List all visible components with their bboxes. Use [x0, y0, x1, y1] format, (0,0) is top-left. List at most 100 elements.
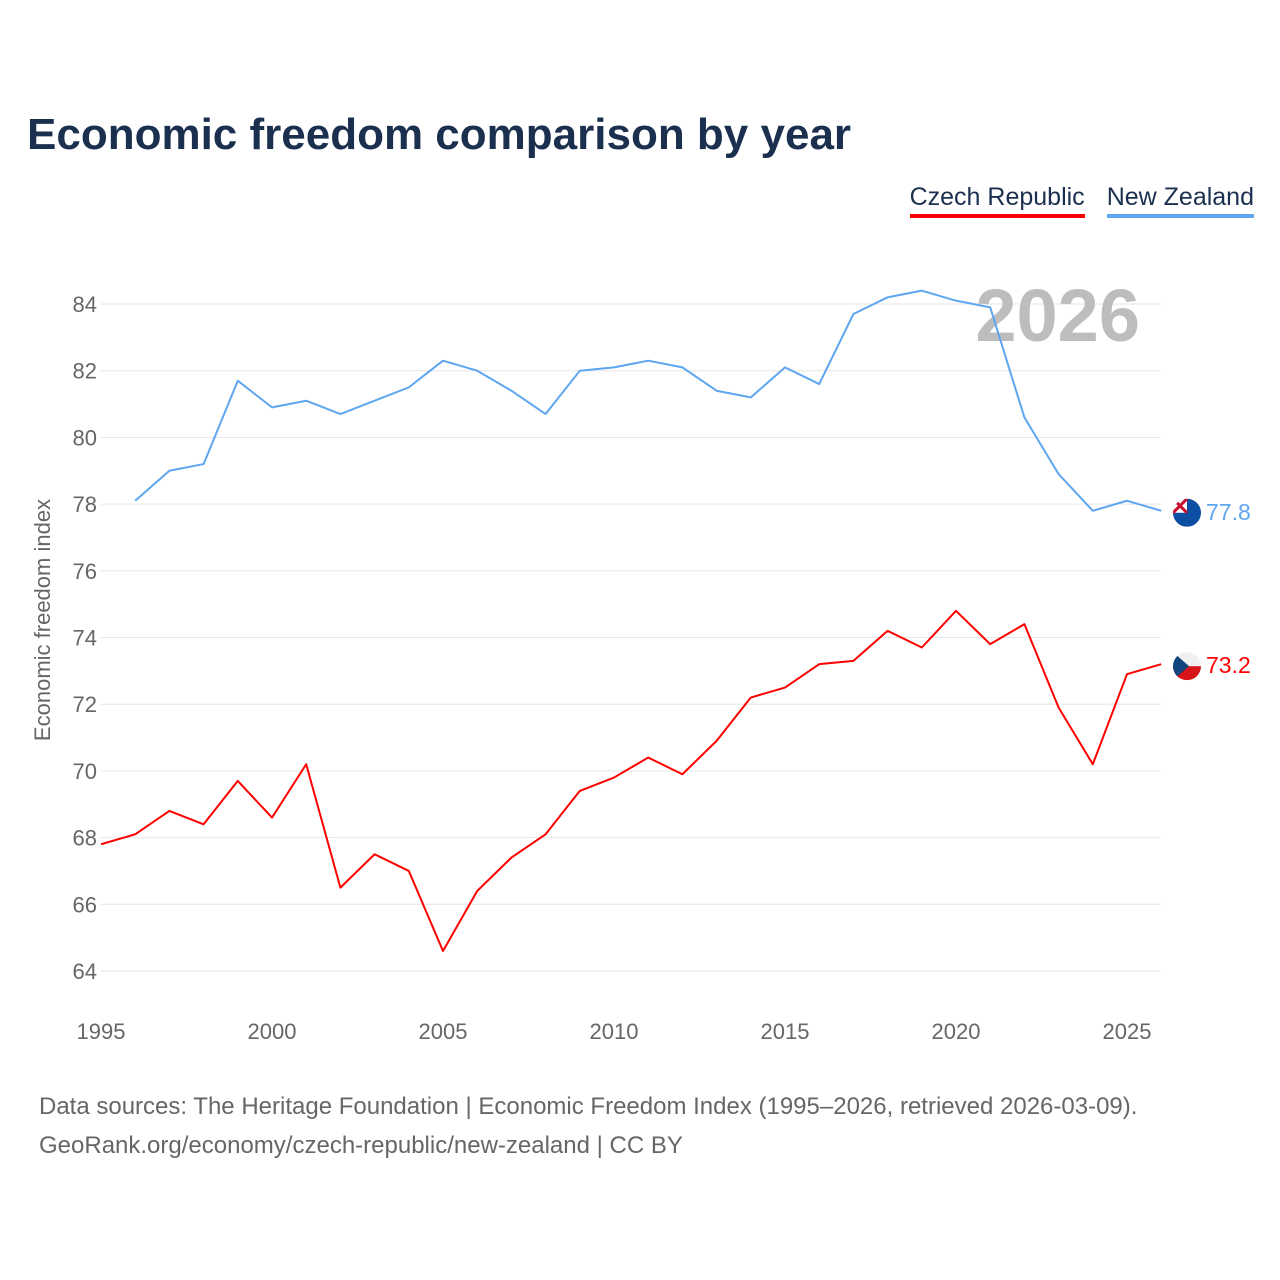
- data-point: [987, 641, 993, 647]
- data-point: [816, 661, 822, 667]
- chart-title: Economic freedom comparison by year: [27, 110, 852, 159]
- data-point: [782, 364, 788, 370]
- y-tick-label: 84: [73, 292, 97, 317]
- end-value-label: 73.2: [1206, 652, 1251, 678]
- data-point: [1090, 761, 1096, 767]
- end-value-label: 77.8: [1206, 499, 1251, 525]
- data-point: [201, 461, 207, 467]
- source-link[interactable]: GeoRank.org/economy/czech-republic/new-z…: [39, 1132, 683, 1159]
- data-point: [235, 378, 241, 384]
- new-zealand-flag-icon: [1173, 498, 1201, 527]
- data-point: [406, 868, 412, 874]
- data-point: [474, 888, 480, 894]
- data-point: [303, 761, 309, 767]
- x-tick-label: 2005: [419, 1019, 468, 1044]
- data-point: [577, 788, 583, 794]
- flag-body: [1173, 498, 1201, 527]
- data-point: [816, 381, 822, 387]
- x-tick-label: 2015: [761, 1019, 810, 1044]
- y-tick-label: 80: [73, 425, 97, 450]
- y-tick-label: 78: [73, 492, 97, 517]
- series-line-new-zealand: [134, 289, 1162, 512]
- y-tick-label: 68: [73, 826, 97, 851]
- data-point: [406, 384, 412, 390]
- x-tick-label: 2010: [590, 1019, 639, 1044]
- y-tick-label: 76: [73, 559, 97, 584]
- legend-item-new-zealand[interactable]: New Zealand: [1106, 183, 1254, 218]
- data-point: [714, 388, 720, 394]
- data-point: [98, 841, 104, 847]
- y-tick-label: 70: [73, 759, 97, 784]
- x-tick-label: 2000: [248, 1019, 297, 1044]
- data-point: [679, 771, 685, 777]
- data-point: [303, 398, 309, 404]
- data-point: [748, 695, 754, 701]
- data-point: [440, 358, 446, 364]
- data-point: [269, 815, 275, 821]
- data-point: [372, 398, 378, 404]
- data-point: [850, 311, 856, 317]
- data-point: [577, 368, 583, 374]
- flag-body: [1173, 652, 1201, 681]
- data-point: [337, 411, 343, 417]
- data-point: [1124, 671, 1130, 677]
- data-point: [1090, 508, 1096, 514]
- data-point: [645, 358, 651, 364]
- series-line-czech-republic: [100, 609, 1162, 952]
- data-point: [885, 294, 891, 300]
- data-point: [919, 288, 925, 294]
- data-point: [132, 831, 138, 837]
- y-tick-label: 82: [73, 359, 97, 384]
- data-point: [508, 388, 514, 394]
- x-tick-label: 2025: [1103, 1019, 1152, 1044]
- data-point: [782, 685, 788, 691]
- data-point: [1021, 621, 1027, 627]
- data-point: [166, 808, 172, 814]
- legend-item-czech-republic[interactable]: Czech Republic: [909, 183, 1085, 218]
- year-watermark: 2026: [975, 274, 1140, 357]
- data-point: [235, 778, 241, 784]
- y-tick-label: 72: [73, 692, 97, 717]
- data-point: [337, 885, 343, 891]
- data-point: [714, 738, 720, 744]
- data-point: [440, 948, 446, 954]
- data-point: [1124, 498, 1130, 504]
- data-point: [645, 755, 651, 761]
- data-point: [1056, 471, 1062, 477]
- data-point: [372, 851, 378, 857]
- y-tick-label: 66: [73, 892, 97, 917]
- data-point: [987, 304, 993, 310]
- data-point: [474, 368, 480, 374]
- data-point: [679, 364, 685, 370]
- data-point: [919, 645, 925, 651]
- data-point: [166, 468, 172, 474]
- data-point: [885, 628, 891, 634]
- data-point: [201, 821, 207, 827]
- data-point: [543, 831, 549, 837]
- legend: Czech Republic New Zealand: [909, 183, 1254, 218]
- data-point: [953, 298, 959, 304]
- y-axis-label: Economic freedom index: [30, 499, 55, 741]
- data-point: [543, 411, 549, 417]
- data-point: [1021, 414, 1027, 420]
- y-tick-label: 74: [73, 626, 97, 651]
- data-point: [611, 775, 617, 781]
- flag-blue: [1173, 652, 1189, 681]
- data-point: [1056, 705, 1062, 711]
- data-point: [1158, 508, 1164, 514]
- footer: Data sources: The Heritage Foundation | …: [39, 1087, 1137, 1165]
- data-point: [611, 364, 617, 370]
- data-point: [953, 608, 959, 614]
- x-tick-label: 1995: [77, 1019, 126, 1044]
- data-point: [132, 498, 138, 504]
- data-point: [269, 404, 275, 410]
- data-sources: Data sources: The Heritage Foundation | …: [39, 1093, 1138, 1120]
- data-point: [1158, 661, 1164, 667]
- data-point: [850, 658, 856, 664]
- data-point: [748, 394, 754, 400]
- czech-flag-icon: [1173, 652, 1201, 681]
- x-tick-label: 2020: [932, 1019, 981, 1044]
- y-tick-label: 64: [73, 959, 97, 984]
- data-point: [508, 855, 514, 861]
